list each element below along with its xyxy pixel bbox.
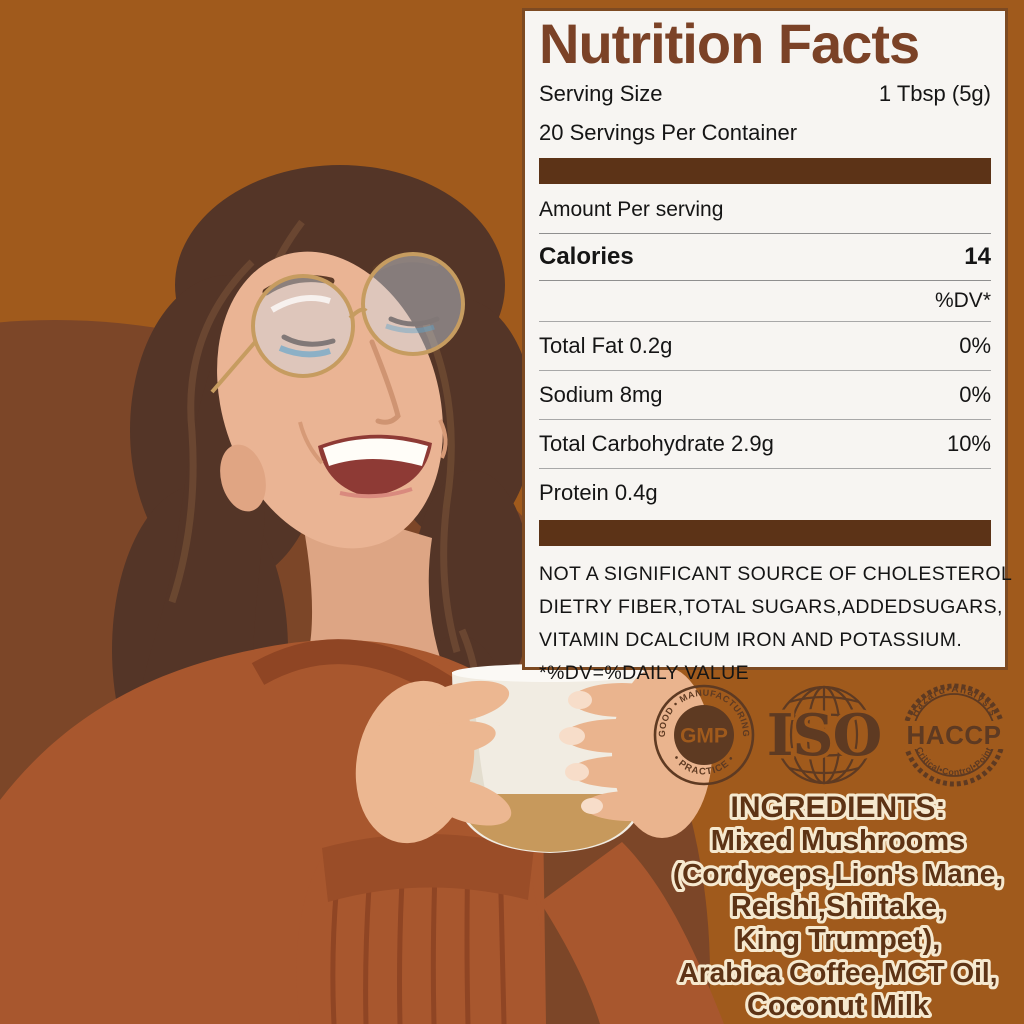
ingredients-line: King Trumpet), bbox=[736, 924, 941, 956]
svg-text:Hazard•Analysis: Hazard•Analysis bbox=[909, 684, 999, 719]
nutrient-row-sodium: Sodium 8mg 0% bbox=[539, 371, 991, 420]
iso-badge-icon: ISO bbox=[764, 685, 884, 785]
serving-size-row: Serving Size 1 Tbsp (5g) bbox=[539, 81, 991, 107]
calories-label: Calories bbox=[539, 242, 634, 270]
certification-badges: GMP GOOD • MANUFACTURING • PRACTICE • IS… bbox=[652, 682, 1016, 788]
gmp-center-text: GMP bbox=[680, 725, 728, 748]
calories-row: Calories 14 bbox=[539, 234, 991, 281]
glasses bbox=[210, 252, 465, 394]
gmp-badge-icon: GMP GOOD • MANUFACTURING • PRACTICE • bbox=[653, 684, 755, 786]
ingredients-line: Reishi,Shiitake, bbox=[731, 891, 945, 923]
closed-eyes bbox=[281, 316, 440, 347]
nutrient-dv: 0% bbox=[959, 381, 991, 407]
nutrient-dv: 10% bbox=[946, 430, 991, 456]
haccp-badge-icon: HACCP Hazard•Analysis Critical•Control•P… bbox=[892, 683, 1016, 787]
calories-value: 14 bbox=[964, 242, 991, 270]
glasses-bridge bbox=[348, 307, 368, 320]
nutrient-row-total-fat: Total Fat 0.2g 0% bbox=[539, 322, 991, 371]
arm-right bbox=[540, 842, 724, 1024]
nutrient-row-protein: Protein 0.4g bbox=[539, 469, 991, 517]
lens-highlight bbox=[270, 295, 331, 313]
iso-globe bbox=[774, 685, 874, 785]
nutrient-row-carbohydrate: Total Carbohydrate 2.9g 10% bbox=[539, 420, 991, 469]
ear bbox=[220, 444, 266, 512]
footnote-line: *%DV=%DAILY VALUE bbox=[539, 661, 750, 684]
footnote-line: NOT A SIGNIFICANT SOURCE OF CHOLESTEROL bbox=[539, 562, 1013, 585]
ingredients-heading: INGREDIENTS: bbox=[730, 791, 945, 824]
ingredients-list: INGREDIENTS: Mixed Mushrooms (Cordyceps,… bbox=[670, 790, 1006, 1024]
ingredients-line: (Cordyceps,Lion's Mane, bbox=[673, 858, 1003, 889]
gmp-center-circle bbox=[674, 705, 734, 765]
divider-bar-bottom bbox=[539, 519, 991, 546]
label-footnote: NOT A SIGNIFICANT SOURCE OF CHOLESTEROL … bbox=[539, 558, 1013, 690]
glasses-temple bbox=[210, 339, 258, 394]
divider-bar-top bbox=[539, 157, 991, 184]
smile bbox=[298, 419, 448, 499]
ingredients-line: Arabica Coffee,MCT Oil, bbox=[679, 957, 998, 988]
ingredients-line: Mixed Mushrooms bbox=[711, 825, 966, 857]
nutrient-dv: 0% bbox=[959, 332, 991, 358]
serving-size-label: Serving Size bbox=[539, 80, 663, 106]
haccp-ring-top-text: Hazard•Analysis bbox=[909, 684, 997, 719]
nutrient-name: Protein 0.4g bbox=[539, 479, 658, 505]
nose bbox=[369, 339, 401, 425]
hand-right bbox=[559, 666, 712, 838]
nutrient-name: Total Fat 0.2g bbox=[539, 332, 673, 358]
daily-value-header: %DV* bbox=[539, 281, 991, 322]
fingernails bbox=[559, 691, 603, 814]
iso-center-text: ISO bbox=[767, 702, 881, 769]
footnote-line: DIETRY FIBER,TOTAL SUGARS,ADDEDSUGARS, bbox=[539, 595, 1003, 618]
serving-size-value: 1 Tbsp (5g) bbox=[878, 80, 991, 106]
sleeve-cuff bbox=[322, 834, 534, 902]
hand-left bbox=[355, 680, 512, 844]
footnote-line: VITAMIN DCALCIUM IRON AND POTASSIUM. bbox=[539, 628, 963, 651]
nutrition-facts-label: Nutrition Facts Serving Size 1 Tbsp (5g)… bbox=[522, 8, 1012, 684]
forearm bbox=[296, 834, 544, 1024]
haccp-center-text: HACCP bbox=[907, 720, 1002, 750]
nutrition-title: Nutrition Facts bbox=[539, 12, 920, 75]
nutrient-name: Total Carbohydrate 2.9g bbox=[539, 430, 774, 456]
ingredients-line: Coconut Milk bbox=[747, 990, 930, 1022]
haccp-band bbox=[892, 721, 1016, 749]
amount-per-serving: Amount Per serving bbox=[539, 198, 991, 234]
nutrient-name: Sodium 8mg bbox=[539, 381, 663, 407]
sweater-collar bbox=[251, 639, 474, 712]
lens-reflection bbox=[278, 345, 331, 358]
servings-per-container: 20 Servings Per Container bbox=[539, 119, 798, 145]
lens-reflection-2 bbox=[385, 323, 435, 334]
